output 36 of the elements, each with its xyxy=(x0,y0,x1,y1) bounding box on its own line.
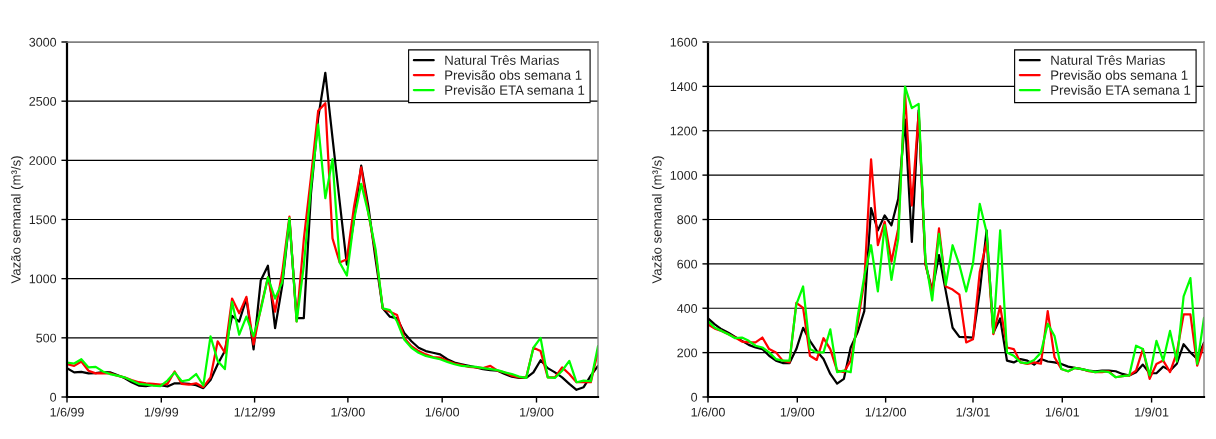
x-tick-label: 1/3/01 xyxy=(956,407,990,417)
y-tick-label: 1200 xyxy=(670,126,698,136)
x-tick-label: 1/9/99 xyxy=(144,407,179,417)
x-tick-label: 1/9/01 xyxy=(1135,407,1169,417)
legend-label: Previsão obs semana 1 xyxy=(1051,70,1188,80)
y-tick-label: 1400 xyxy=(670,82,698,92)
legend-label: Previsão ETA semana 1 xyxy=(1051,85,1191,95)
y-tick-label: 600 xyxy=(677,259,698,269)
y-tick-label: 500 xyxy=(36,333,57,343)
y-tick-label: 800 xyxy=(677,215,698,225)
y-tick-label: 200 xyxy=(677,348,698,358)
legend-label: Previsão obs semana 1 xyxy=(445,70,582,80)
x-tick-label: 1/9/00 xyxy=(520,407,554,417)
y-tick-label: 1500 xyxy=(29,215,57,225)
y-axis-title: Vazão semanal (m³/s) xyxy=(651,156,665,284)
x-tick-label: 1/6/99 xyxy=(50,407,84,417)
x-tick-label: 1/6/00 xyxy=(691,407,725,417)
y-tick-label: 400 xyxy=(677,304,698,313)
legend-label: Natural Três Marias xyxy=(1051,55,1165,65)
y-axis-title: Vazão semanal (m³/s) xyxy=(10,156,24,284)
y-tick-label: 1000 xyxy=(29,274,57,284)
x-tick-label: 1/6/01 xyxy=(1045,407,1080,417)
y-tick-label: 1000 xyxy=(670,170,698,180)
x-tick-label: 1/6/00 xyxy=(425,407,460,417)
y-tick-label: 1600 xyxy=(670,37,698,47)
x-tick-label: 1/12/00 xyxy=(865,407,906,417)
y-tick-label: 0 xyxy=(691,392,698,402)
y-tick-label: 3000 xyxy=(29,37,57,47)
legend-label: Natural Três Marias xyxy=(445,55,559,65)
legend-label: Previsão ETA semana 1 xyxy=(445,85,585,95)
x-tick-label: 1/9/00 xyxy=(780,407,815,417)
y-tick-label: 2000 xyxy=(29,156,57,165)
y-tick-label: 0 xyxy=(50,392,57,402)
x-tick-label: 1/3/00 xyxy=(331,407,365,417)
y-tick-label: 2500 xyxy=(29,96,57,106)
x-tick-label: 1/12/99 xyxy=(234,407,275,417)
